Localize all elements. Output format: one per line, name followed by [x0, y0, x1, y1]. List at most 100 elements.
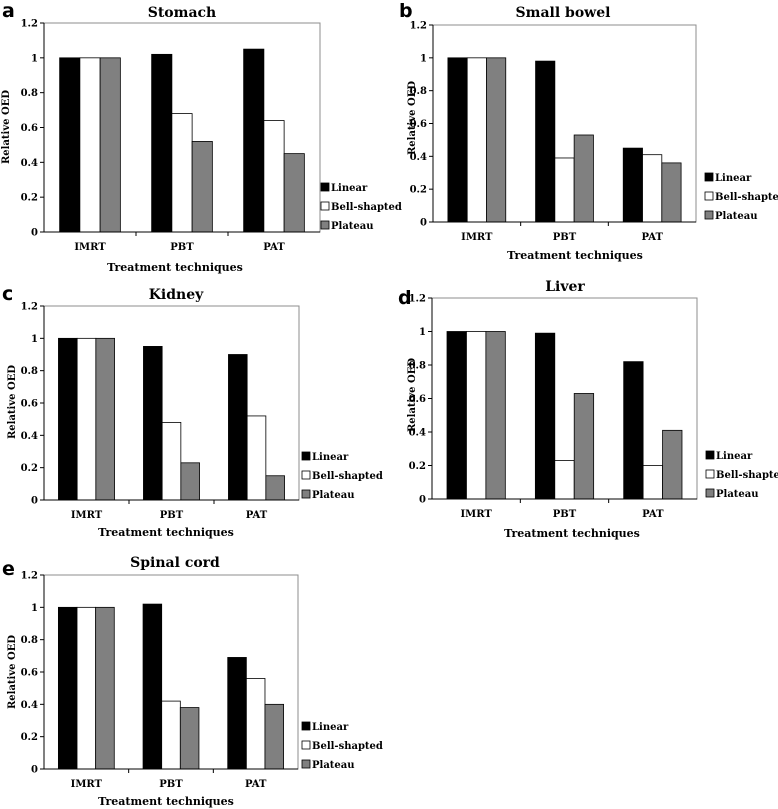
x-tick-label: PBT — [553, 232, 577, 243]
panel-letter: a — [2, 0, 15, 22]
y-tick-label: 0.4 — [21, 700, 38, 711]
legend-label: Bell-shapted — [715, 192, 778, 203]
bar-plateau-pat — [265, 475, 285, 501]
x-tick-label: PAT — [246, 510, 268, 521]
y-axis-label: Relative OED — [407, 81, 418, 155]
bar-linear-pbt — [142, 603, 163, 770]
x-tick-label: PBT — [553, 509, 577, 520]
x-tick-label: PAT — [641, 232, 663, 243]
bar-plateau-pbt — [573, 393, 595, 500]
x-axis-label: Treatment techniques — [98, 526, 234, 539]
y-tick-label: 1 — [31, 603, 38, 614]
y-tick-label: 0.2 — [21, 193, 38, 204]
x-tick-label: PAT — [642, 509, 664, 520]
y-tick-label: 1.2 — [410, 21, 427, 32]
y-tick-label: 0.6 — [21, 123, 38, 134]
bar-bell-shapted-pat — [246, 415, 267, 501]
legend-label: Bell-shapted — [716, 470, 778, 481]
y-tick-label: 1.2 — [409, 294, 426, 305]
y-tick-label: 1.2 — [21, 19, 38, 30]
legend-label: Plateau — [312, 490, 355, 501]
bar-bell-shapted-pbt — [554, 460, 575, 500]
bar-plateau-imrt — [486, 57, 507, 223]
bar-linear-pbt — [535, 60, 556, 223]
legend-label: Linear — [312, 452, 349, 463]
y-tick-label: 0.8 — [21, 635, 38, 646]
legend-swatch — [301, 470, 311, 480]
y-tick-label: 0 — [31, 765, 38, 776]
x-tick-label: IMRT — [71, 779, 103, 790]
bar-bell-shapted-pbt — [161, 421, 182, 501]
x-tick-label: PAT — [263, 242, 285, 253]
bar-linear-pat — [623, 361, 644, 500]
y-tick-label: 0 — [420, 218, 427, 229]
y-tick-label: 0.4 — [21, 158, 38, 169]
y-tick-label: 1 — [31, 334, 38, 345]
legend-label: Linear — [715, 173, 752, 184]
y-axis-label: Relative OED — [407, 358, 418, 432]
x-axis-label: Treatment techniques — [98, 795, 234, 808]
y-tick-label: 0.6 — [21, 668, 38, 679]
y-axis-label: Relative OED — [1, 90, 12, 164]
x-tick-label: IMRT — [74, 242, 106, 253]
legend-swatch — [704, 191, 714, 201]
panel-c: c Kidney Treatment techniques Relative O… — [2, 283, 383, 539]
bar-linear-pat — [622, 147, 643, 223]
legend-swatch — [705, 488, 715, 498]
bar-linear-pat — [228, 354, 248, 501]
bar-linear-pat — [243, 48, 265, 233]
y-tick-label: 0.4 — [410, 152, 427, 163]
y-tick-label: 1 — [419, 327, 426, 338]
panel-letter: b — [399, 0, 413, 22]
x-tick-label: PAT — [245, 779, 267, 790]
bar-linear-pbt — [151, 53, 173, 233]
legend-label: Linear — [331, 183, 368, 194]
y-tick-label: 0.8 — [410, 86, 427, 97]
bar-plateau-pbt — [179, 707, 200, 770]
legend-swatch — [320, 182, 330, 192]
y-tick-label: 0.2 — [409, 461, 426, 472]
chart-title: Small bowel — [516, 5, 611, 21]
bar-plateau-pbt — [191, 141, 213, 233]
x-axis-label: Treatment techniques — [107, 261, 243, 274]
legend-swatch — [301, 759, 311, 769]
y-tick-label: 0.4 — [21, 431, 38, 442]
bar-plateau-pbt — [573, 134, 594, 223]
x-axis-label: Treatment techniques — [504, 527, 640, 540]
bar-plateau-pat — [264, 703, 285, 770]
bar-plateau-imrt — [95, 606, 115, 770]
x-tick-label: IMRT — [71, 510, 103, 521]
legend-label: Plateau — [716, 489, 759, 500]
chart-title: Liver — [545, 279, 585, 295]
bar-bell-shapted-imrt — [466, 57, 487, 223]
legend-swatch — [704, 210, 714, 220]
legend-swatch — [704, 172, 714, 182]
y-tick-label: 0.4 — [409, 428, 426, 439]
y-tick-label: 0.2 — [21, 463, 38, 474]
bar-plateau-pat — [283, 153, 305, 233]
bar-plateau-imrt — [95, 337, 115, 501]
panel-d: d Liver Treatment techniques Relative OE… — [398, 279, 778, 540]
chart-title: Kidney — [149, 287, 204, 303]
bar-bell-shapted-imrt — [79, 57, 101, 233]
legend-label: Plateau — [312, 760, 355, 771]
panel-a: a Stomach Treatment techniques Relative … — [1, 0, 402, 274]
legend-swatch — [301, 740, 311, 750]
x-tick-label: IMRT — [461, 232, 493, 243]
y-tick-label: 0 — [419, 495, 426, 506]
legend-swatch — [320, 201, 330, 211]
bar-plateau-pbt — [180, 462, 200, 501]
legend-swatch — [301, 451, 311, 461]
y-tick-label: 0.8 — [21, 88, 38, 99]
y-axis-label: Relative OED — [7, 635, 18, 709]
legend-swatch — [301, 489, 311, 499]
bar-linear-imrt — [446, 331, 467, 500]
y-tick-label: 0.2 — [21, 732, 38, 743]
bar-linear-pat — [227, 657, 247, 770]
y-tick-label: 0.8 — [21, 366, 38, 377]
panel-b: b Small bowel Treatment techniques Relat… — [399, 0, 778, 262]
bar-plateau-pat — [662, 429, 683, 500]
y-tick-label: 0 — [31, 496, 38, 507]
y-tick-label: 1.2 — [21, 302, 38, 313]
panel-letter: e — [2, 558, 15, 580]
